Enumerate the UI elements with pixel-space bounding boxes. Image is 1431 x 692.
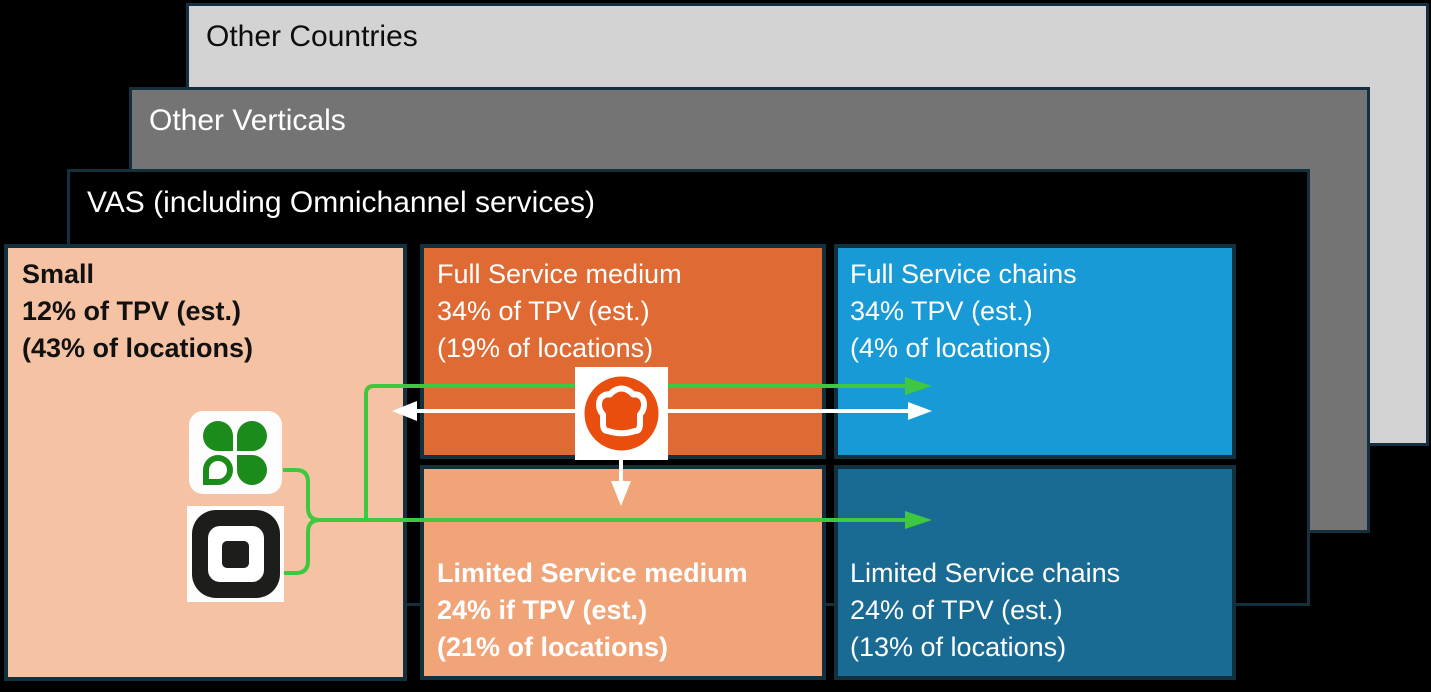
- segment-lsc-tpv: 24% of TPV (est.): [850, 595, 1063, 625]
- square-logo-outer: [191, 510, 280, 598]
- toast-icon: [584, 376, 659, 451]
- segment-limited-service-chains: Limited Service chains 24% of TPV (est.)…: [834, 465, 1236, 680]
- square-logo: [187, 506, 284, 602]
- segment-limited-service-medium: Limited Service medium 24% if TPV (est.)…: [420, 465, 826, 680]
- layer-other-countries-label: Other Countries: [206, 20, 418, 53]
- clover-leaves: [203, 421, 267, 485]
- segment-lsm-tpv: 24% if TPV (est.): [437, 595, 648, 625]
- segment-fsm-locations: (19% of locations): [437, 333, 654, 363]
- segment-small-title: Small: [22, 259, 95, 289]
- segment-fsc-title: Full Service chains: [850, 259, 1077, 289]
- segment-full-service-chains: Full Service chains 34% TPV (est.) (4% o…: [834, 244, 1236, 459]
- square-logo-inner: [207, 526, 264, 582]
- segment-small-locations: (43% of locations): [22, 333, 254, 363]
- clover-leaf-icon: [237, 455, 267, 485]
- clover-logo: [189, 411, 282, 494]
- segment-small-tpv: 12% of TPV (est.): [22, 296, 242, 326]
- layer-vas-label: VAS (including Omnichannel services): [87, 186, 595, 219]
- layer-other-verticals-label: Other Verticals: [149, 104, 346, 137]
- clover-leaf-outline-icon: [203, 455, 233, 485]
- square-logo-center: [222, 540, 249, 568]
- toast-logo: [575, 367, 668, 460]
- segment-fsm-title: Full Service medium: [437, 259, 682, 289]
- segment-lsm-locations: (21% of locations): [437, 632, 669, 662]
- clover-leaf-icon: [237, 421, 267, 451]
- clover-leaf-icon: [203, 421, 233, 451]
- segment-fsc-locations: (4% of locations): [850, 333, 1052, 363]
- segment-fsc-tpv: 34% TPV (est.): [850, 296, 1033, 326]
- segment-lsc-locations: (13% of locations): [850, 632, 1067, 662]
- segment-lsc-title: Limited Service chains: [850, 558, 1121, 588]
- segment-fsm-tpv: 34% of TPV (est.): [437, 296, 650, 326]
- segment-lsm-title: Limited Service medium: [437, 558, 748, 588]
